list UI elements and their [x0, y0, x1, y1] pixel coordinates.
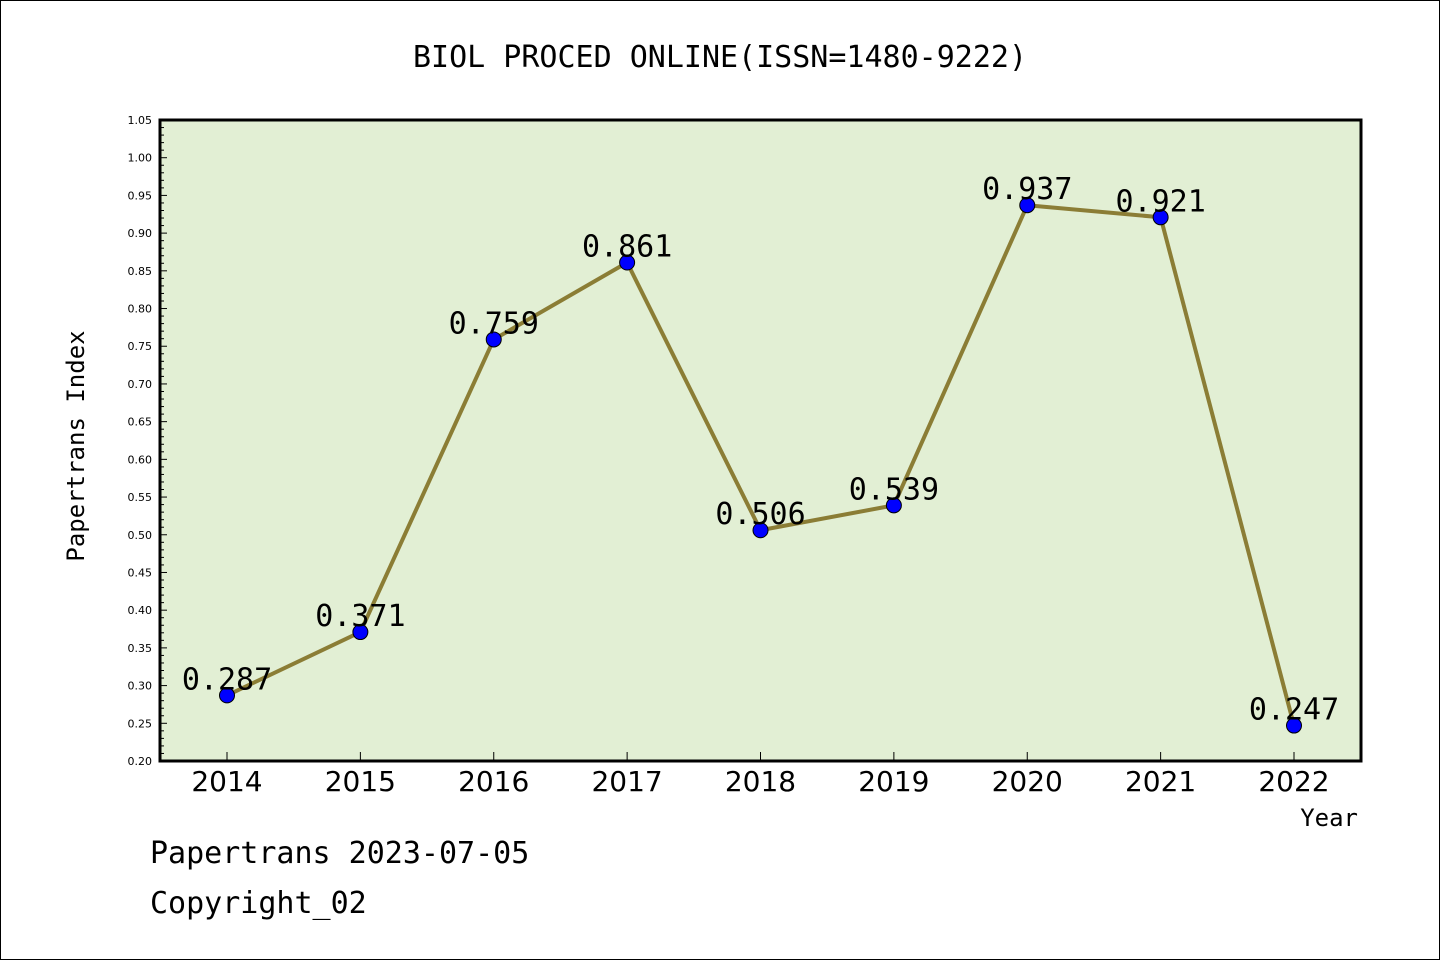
- y-axis: 0.20 0.25 0.30 0.35 0.40 0.45 0.50 0.55 0.60 0.65…: [128, 114, 167, 768]
- y-tick-label: 0.35: [128, 642, 153, 655]
- chart-title: BIOL PROCED ONLINE(ISSN=1480-9222): [413, 40, 1027, 75]
- x-axis-label: Year: [1300, 804, 1358, 832]
- y-tick-label: 0.70: [128, 378, 153, 391]
- y-tick-label: 0.80: [128, 303, 153, 316]
- data-point-2020: [1019, 197, 1036, 214]
- plot-border: [158, 118, 1363, 763]
- x-tick-label: 2019: [858, 765, 929, 798]
- y-tick-label: 0.60: [128, 453, 153, 466]
- x-tick-label: 2014: [191, 765, 262, 798]
- y-axis-label: Papertrans Index: [62, 330, 90, 561]
- x-tick-label: 2018: [725, 765, 796, 798]
- y-tick-label: 0.30: [128, 680, 153, 693]
- y-tick-label: 0.50: [128, 529, 153, 542]
- data-label-2017: 0.861: [582, 230, 672, 265]
- x-tick-label: 2017: [591, 765, 662, 798]
- y-tick-label: 0.55: [128, 491, 153, 504]
- data-point-2017: [619, 254, 636, 271]
- data-point-2018: [752, 522, 769, 539]
- data-label-2021: 0.921: [1115, 184, 1205, 219]
- data-point-2014: [219, 687, 235, 704]
- footer-copyright: Copyright_02: [150, 886, 367, 921]
- x-axis: 2014 2015 2016 2017 2018 2019 2020 2021 2022: [191, 752, 1330, 798]
- y-tick-label: 1.05: [128, 114, 153, 127]
- y-tick-label: 0.45: [128, 566, 153, 579]
- data-label-2022: 0.247: [1249, 693, 1339, 728]
- plot-area: [160, 120, 1361, 761]
- data-point-2019: [885, 497, 902, 514]
- data-label-2018: 0.506: [715, 497, 805, 532]
- x-tick-label: 2021: [1125, 765, 1196, 798]
- y-tick-label: 0.90: [128, 227, 153, 240]
- y-tick-label: 0.25: [128, 717, 153, 730]
- series-papertrans-index: [219, 197, 1302, 734]
- data-point-2022: [1286, 717, 1302, 734]
- data-label-2014: 0.287: [182, 662, 272, 697]
- x-tick-label: 2015: [325, 765, 396, 798]
- y-tick-label: 0.95: [128, 189, 153, 202]
- y-tick-label: 0.20: [128, 755, 153, 768]
- y-tick-label: 0.65: [128, 416, 153, 429]
- y-tick-label: 0.85: [128, 265, 153, 278]
- data-label-2020: 0.937: [982, 172, 1072, 207]
- footer-date: Papertrans 2023-07-05: [150, 836, 530, 871]
- data-point-2021: [1152, 209, 1169, 226]
- data-label-2019: 0.539: [849, 472, 939, 507]
- data-point-2016: [485, 331, 502, 348]
- y-tick-label: 0.40: [128, 604, 153, 617]
- data-label-2015: 0.371: [315, 599, 405, 634]
- y-tick-label: 0.75: [128, 340, 153, 353]
- data-labels: 0.287 0.371 0.759 0.861 0.506 0.539 0.937 0.921…: [182, 172, 1339, 727]
- x-tick-label: 2020: [992, 765, 1063, 798]
- x-tick-label: 2022: [1258, 765, 1329, 798]
- y-tick-label: 1.00: [128, 152, 153, 165]
- data-label-2016: 0.759: [449, 306, 539, 341]
- x-tick-label: 2016: [458, 765, 529, 798]
- data-point-2015: [352, 624, 369, 641]
